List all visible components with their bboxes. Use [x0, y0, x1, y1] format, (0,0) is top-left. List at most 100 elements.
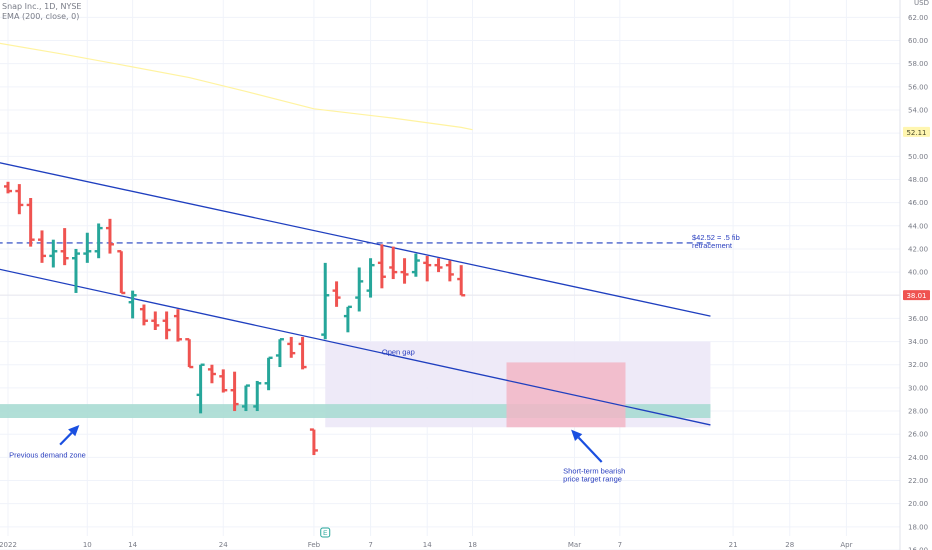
symbol-line: Snap Inc., 1D, NYSE [2, 2, 82, 11]
ohlc-bar [49, 239, 58, 268]
ohlc-bar [71, 248, 80, 293]
ema-line [0, 42, 473, 131]
fib-label: $42.52 = .5 fib [692, 233, 740, 242]
price-tick-label: 18.00 [908, 523, 928, 531]
price-tag-text: 52.11 [906, 129, 926, 137]
ohlc-bar [253, 380, 262, 412]
time-tick-label: Mar [568, 541, 581, 549]
price-tick-label: 32.00 [908, 361, 928, 369]
ohlc-bar [241, 384, 250, 412]
earnings-marker-box [320, 527, 331, 538]
ohlc-bar [207, 364, 216, 384]
channel-upper-line [0, 162, 711, 317]
price-tick-label: 56.00 [908, 83, 928, 91]
time-tick-label: Apr [840, 541, 852, 549]
ohlc-bar [60, 228, 69, 266]
ohlc-bar [185, 338, 194, 369]
price-tick-label: 58.00 [908, 60, 928, 68]
price-tick-label: 20.00 [908, 500, 928, 508]
arrow-head [68, 424, 80, 437]
price-tick-label: 36.00 [908, 315, 928, 323]
arrow-head [571, 429, 583, 442]
price-tag-text: 38.01 [906, 292, 926, 300]
ohlc-bar [411, 253, 420, 277]
ohlc-bar [139, 304, 148, 326]
ohlc-bar [343, 305, 352, 333]
time-axis[interactable]: 2022 10 14 24 Feb 7 14 18 Mar 7 21 28 Apr E [0, 527, 853, 549]
ohlc-bar [105, 218, 114, 254]
trend-lines [0, 42, 711, 426]
ohlc-bar [389, 246, 398, 280]
ohlc-bar [15, 184, 24, 215]
price-tick-label: 42.00 [908, 245, 928, 253]
price-tick-label: 40.00 [908, 269, 928, 277]
ema-price-tag: 52.11 [903, 126, 930, 137]
currency-label: USD [914, 0, 929, 7]
time-tick-label: 28 [785, 541, 794, 549]
time-tick-label: 14 [423, 541, 432, 549]
ohlc-bar [309, 428, 318, 456]
price-tick-label: 24.00 [908, 454, 928, 462]
target-zone [506, 362, 626, 428]
ohlc-bar [196, 363, 205, 414]
ohlc-bar [445, 260, 454, 282]
ohlc-bar [26, 198, 35, 247]
ohlc-bar [377, 244, 386, 289]
price-tick-label: 46.00 [908, 199, 928, 207]
price-tick-label: 50.00 [908, 153, 928, 161]
time-tick-label: 7 [618, 541, 622, 549]
ohlc-bar [355, 267, 364, 312]
channel-lower-line [0, 268, 711, 426]
earnings-marker-label: E [323, 530, 328, 537]
demand-arrow [59, 424, 80, 446]
time-tick-label: 24 [219, 541, 228, 549]
ohlc-bar [457, 265, 466, 297]
time-tick-label: 21 [729, 541, 738, 549]
previous-demand-label: Previous demand zone [9, 450, 86, 459]
ohlc-bar [230, 371, 239, 412]
time-tick-label: 7 [368, 541, 372, 549]
price-tick-label: 34.00 [908, 338, 928, 346]
ohlc-bar [366, 258, 375, 298]
ohlc-bar [83, 232, 92, 263]
ohlc-bar [162, 311, 171, 340]
ohlc-bar [219, 369, 228, 393]
bearish-target-label: Short-term bearish [563, 467, 625, 476]
arrow-shaft [577, 436, 603, 463]
time-tick-label: 2022 [0, 541, 17, 549]
price-tick-label: 60.00 [908, 37, 928, 45]
ohlc-bar [37, 230, 46, 263]
price-tick-label: 62.00 [908, 14, 928, 22]
time-tick-label: Feb [308, 541, 321, 549]
ohlc-bar [321, 262, 330, 340]
price-tick-label: 22.00 [908, 477, 928, 485]
ohlc-bar [298, 336, 307, 370]
last-price-tag: 38.01 [903, 290, 930, 301]
price-tick-label: 44.00 [908, 222, 928, 230]
ohlc-bar [400, 258, 409, 284]
arrow-shaft [59, 432, 73, 446]
time-tick-label: 10 [83, 541, 92, 549]
price-tag-bg [903, 126, 930, 137]
ohlc-bar [4, 181, 12, 194]
ohlc-bar [117, 250, 126, 295]
bearish-target-label: price target range [563, 475, 622, 484]
ohlc-bar [151, 311, 160, 330]
price-tick-label: 28.00 [908, 408, 928, 416]
ema-legend: EMA (200, close, 0) [2, 12, 80, 21]
price-tag-bg [903, 290, 930, 301]
ohlc-bar [264, 356, 273, 391]
time-tick-label: 14 [128, 541, 137, 549]
ohlc-bar [94, 223, 103, 259]
price-tick-label: 30.00 [908, 384, 928, 392]
ohlc-bar [332, 281, 341, 307]
price-tick-label: 48.00 [908, 176, 928, 184]
zones-layer [0, 341, 711, 428]
price-tick-label: 26.00 [908, 431, 928, 439]
price-tick-label: 54.00 [908, 107, 928, 115]
ohlc-bar [434, 258, 443, 273]
fib-label: retracement [692, 241, 733, 250]
price-axis[interactable]: 16.00 18.00 20.00 22.00 24.00 26.00 28.00 30.00… [903, 14, 930, 550]
